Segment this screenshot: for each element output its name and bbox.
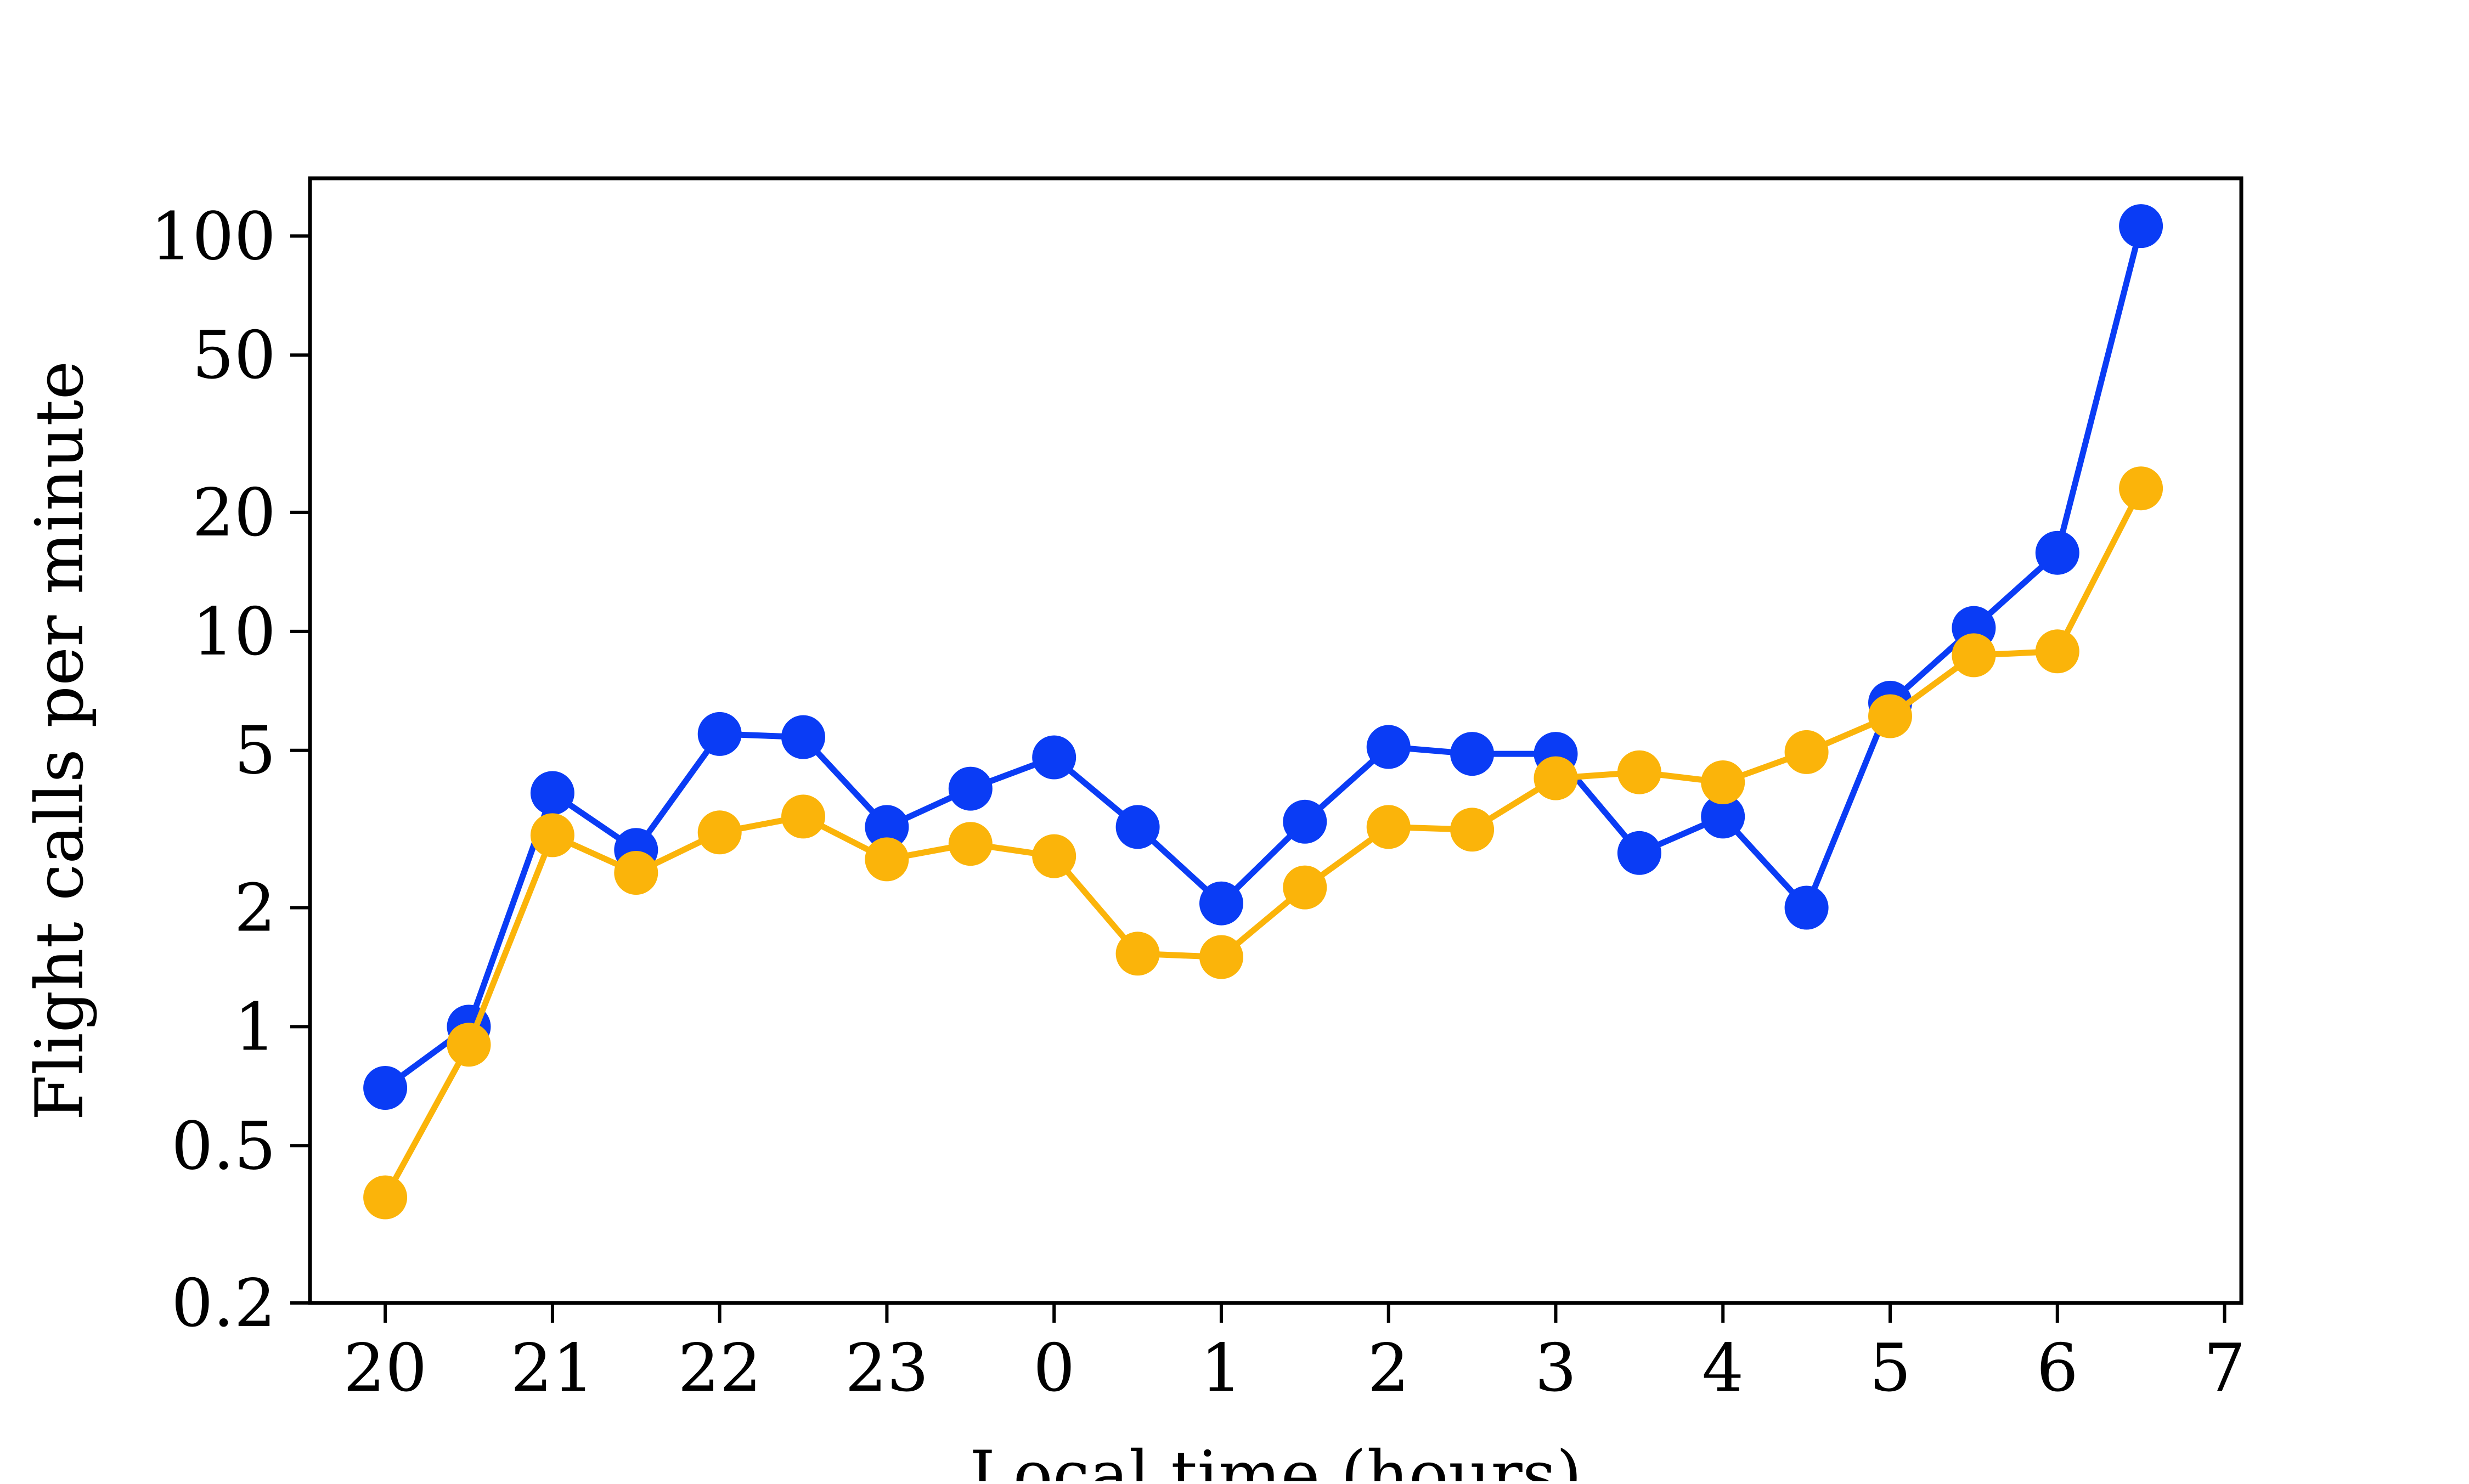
y-tick-label-8: 100 bbox=[150, 199, 276, 275]
y-axis-title: Flight calls per minute bbox=[22, 360, 98, 1120]
series-0-point-4 bbox=[697, 712, 742, 756]
series-1-point-15 bbox=[1617, 750, 1661, 794]
x-tick-label-4: 0 bbox=[1033, 1330, 1075, 1407]
y-tick-label-1: 0.5 bbox=[171, 1108, 276, 1184]
series-1-point-14 bbox=[1534, 756, 1578, 800]
series-0-point-9 bbox=[1115, 805, 1160, 849]
series-1-point-5 bbox=[781, 794, 825, 839]
x-tick-label-2: 22 bbox=[678, 1330, 762, 1407]
series-0-point-12 bbox=[1366, 725, 1411, 769]
series-0-point-20 bbox=[2035, 531, 2079, 575]
x-tick-label-0: 20 bbox=[343, 1330, 427, 1407]
series-1-point-4 bbox=[697, 810, 742, 855]
series-1-point-13 bbox=[1450, 808, 1495, 852]
series-0-point-2 bbox=[530, 771, 574, 815]
series-0-point-0 bbox=[363, 1066, 408, 1110]
x-tick-label-9: 5 bbox=[1869, 1330, 1911, 1407]
series-1-point-10 bbox=[1199, 935, 1243, 979]
series-1-point-7 bbox=[948, 822, 993, 866]
series-1-point-18 bbox=[1868, 694, 1912, 738]
series-1-point-8 bbox=[1032, 834, 1076, 878]
series-1-point-21 bbox=[2119, 466, 2163, 511]
series-1-point-3 bbox=[614, 851, 658, 895]
plot-frame bbox=[308, 176, 2243, 1305]
x-tick-label-6: 2 bbox=[1368, 1330, 1410, 1407]
x-axis-title: Local time (hours) bbox=[969, 1437, 1582, 1481]
series-1-point-1 bbox=[447, 1023, 491, 1067]
series-1-point-2 bbox=[530, 813, 574, 857]
x-tick-label-10: 6 bbox=[2037, 1330, 2078, 1407]
series-1-point-16 bbox=[1701, 760, 1745, 804]
series-1-point-17 bbox=[1784, 730, 1829, 774]
series-0-point-13 bbox=[1450, 732, 1495, 776]
series-1-line bbox=[382, 487, 2144, 1199]
series-0-point-21 bbox=[2119, 204, 2163, 249]
series-0-point-5 bbox=[781, 715, 825, 759]
x-tick-label-8: 4 bbox=[1702, 1330, 1744, 1407]
series-layer bbox=[363, 204, 2163, 1220]
y-tick-label-3: 2 bbox=[234, 870, 276, 946]
series-0-point-7 bbox=[948, 766, 993, 811]
series-0-point-8 bbox=[1032, 735, 1076, 780]
y-tick-label-0: 0.2 bbox=[171, 1266, 276, 1342]
y-axis: 0.2 0.5 1 2 5 10 20 50 100 bbox=[150, 199, 310, 1342]
series-0-point-16 bbox=[1701, 794, 1745, 839]
series-0-point-11 bbox=[1283, 799, 1327, 844]
x-tick-label-5: 1 bbox=[1200, 1330, 1242, 1407]
series-1-point-0 bbox=[363, 1175, 408, 1220]
series-0-point-10 bbox=[1199, 881, 1243, 926]
series-0-point-6 bbox=[865, 805, 909, 849]
series-1-point-11 bbox=[1283, 865, 1327, 910]
x-tick-label-11: 7 bbox=[2203, 1330, 2245, 1407]
y-tick-label-7: 50 bbox=[192, 318, 276, 394]
y-tick-label-5: 10 bbox=[192, 594, 276, 670]
x-tick-label-7: 3 bbox=[1535, 1330, 1576, 1407]
series-1-point-12 bbox=[1366, 805, 1411, 849]
series-1-point-6 bbox=[865, 837, 909, 882]
y-tick-label-6: 20 bbox=[192, 475, 276, 551]
x-tick-label-3: 23 bbox=[845, 1330, 929, 1407]
series-1-point-20 bbox=[2035, 629, 2079, 674]
series-1-point-19 bbox=[1952, 633, 1996, 678]
x-axis: 20 21 22 23 0 1 2 3 4 5 6 7 bbox=[343, 1303, 2246, 1407]
series-0-line bbox=[383, 225, 2144, 1091]
series-0-point-15 bbox=[1617, 831, 1661, 875]
y-tick-label-4: 5 bbox=[234, 713, 276, 789]
series-1-point-9 bbox=[1115, 932, 1160, 976]
y-tick-label-2: 1 bbox=[234, 989, 276, 1065]
x-tick-label-1: 21 bbox=[511, 1330, 595, 1407]
series-0-point-17 bbox=[1784, 885, 1829, 930]
